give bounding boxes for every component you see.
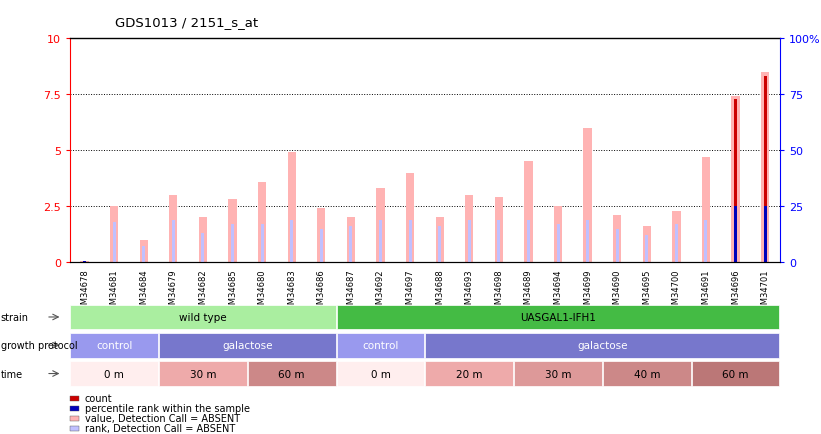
Bar [379, 220, 382, 263]
Bar [337, 333, 424, 358]
Bar [498, 220, 500, 263]
Bar [584, 128, 592, 263]
Bar [613, 216, 621, 263]
Bar [83, 261, 86, 263]
Bar [346, 218, 355, 263]
Bar [228, 200, 236, 263]
Bar [527, 220, 530, 263]
Bar [406, 173, 415, 263]
Bar [80, 261, 89, 263]
Text: control: control [362, 341, 399, 350]
Bar [337, 361, 424, 386]
Bar [159, 333, 336, 358]
Bar [557, 224, 559, 263]
Bar [110, 207, 118, 263]
Bar [734, 207, 737, 263]
Bar [704, 220, 708, 263]
Bar [425, 333, 779, 358]
Bar [248, 361, 336, 386]
Bar [525, 162, 533, 263]
Bar [112, 222, 116, 263]
Bar [317, 209, 325, 263]
Bar [425, 361, 513, 386]
Bar [692, 361, 779, 386]
Bar [142, 247, 145, 263]
Bar [764, 77, 767, 263]
Bar [466, 195, 474, 263]
Text: count: count [85, 393, 112, 403]
Text: time: time [1, 369, 23, 378]
Text: percentile rank within the sample: percentile rank within the sample [85, 403, 250, 413]
Bar [495, 198, 503, 263]
Bar [764, 261, 767, 263]
Bar [231, 224, 234, 263]
Bar [260, 224, 264, 263]
Bar [258, 182, 266, 263]
Bar [337, 305, 779, 330]
Bar [616, 229, 619, 263]
Bar [350, 227, 352, 263]
Bar [83, 261, 86, 263]
Bar [734, 99, 737, 263]
Bar [320, 229, 323, 263]
Text: rank, Detection Call = ABSENT: rank, Detection Call = ABSENT [85, 423, 235, 433]
Bar [71, 361, 158, 386]
Text: 20 m: 20 m [456, 369, 483, 378]
Text: 0 m: 0 m [370, 369, 391, 378]
Bar [672, 211, 681, 263]
Text: growth protocol: growth protocol [1, 341, 77, 350]
Bar [159, 361, 247, 386]
Bar [376, 189, 384, 263]
Bar [586, 220, 589, 263]
Bar [514, 361, 602, 386]
Bar [603, 361, 690, 386]
Bar [554, 207, 562, 263]
Bar [169, 195, 177, 263]
Bar [199, 218, 207, 263]
Text: galactose: galactose [222, 341, 273, 350]
Text: 40 m: 40 m [634, 369, 660, 378]
Text: 60 m: 60 m [722, 369, 749, 378]
Bar [435, 218, 444, 263]
Bar [734, 209, 737, 263]
Text: 0 m: 0 m [104, 369, 124, 378]
Bar [468, 220, 470, 263]
Text: value, Detection Call = ABSENT: value, Detection Call = ABSENT [85, 413, 240, 423]
Bar [409, 220, 411, 263]
Bar [643, 227, 651, 263]
Bar [71, 333, 158, 358]
Bar [172, 220, 175, 263]
Bar [71, 305, 336, 330]
Bar [645, 236, 649, 263]
Bar [291, 220, 293, 263]
Bar [732, 97, 740, 263]
Text: 30 m: 30 m [190, 369, 216, 378]
Text: UASGAL1-IFH1: UASGAL1-IFH1 [520, 312, 596, 322]
Text: 30 m: 30 m [545, 369, 571, 378]
Bar [764, 207, 767, 263]
Bar [140, 240, 148, 263]
Bar [201, 233, 204, 263]
Bar [438, 227, 441, 263]
Text: GDS1013 / 2151_s_at: GDS1013 / 2151_s_at [115, 16, 258, 30]
Bar [287, 153, 296, 263]
Text: galactose: galactose [577, 341, 628, 350]
Bar [702, 158, 710, 263]
Bar [675, 224, 678, 263]
Bar [761, 72, 769, 263]
Text: control: control [96, 341, 132, 350]
Text: 60 m: 60 m [278, 369, 305, 378]
Text: wild type: wild type [179, 312, 227, 322]
Text: strain: strain [1, 312, 29, 322]
